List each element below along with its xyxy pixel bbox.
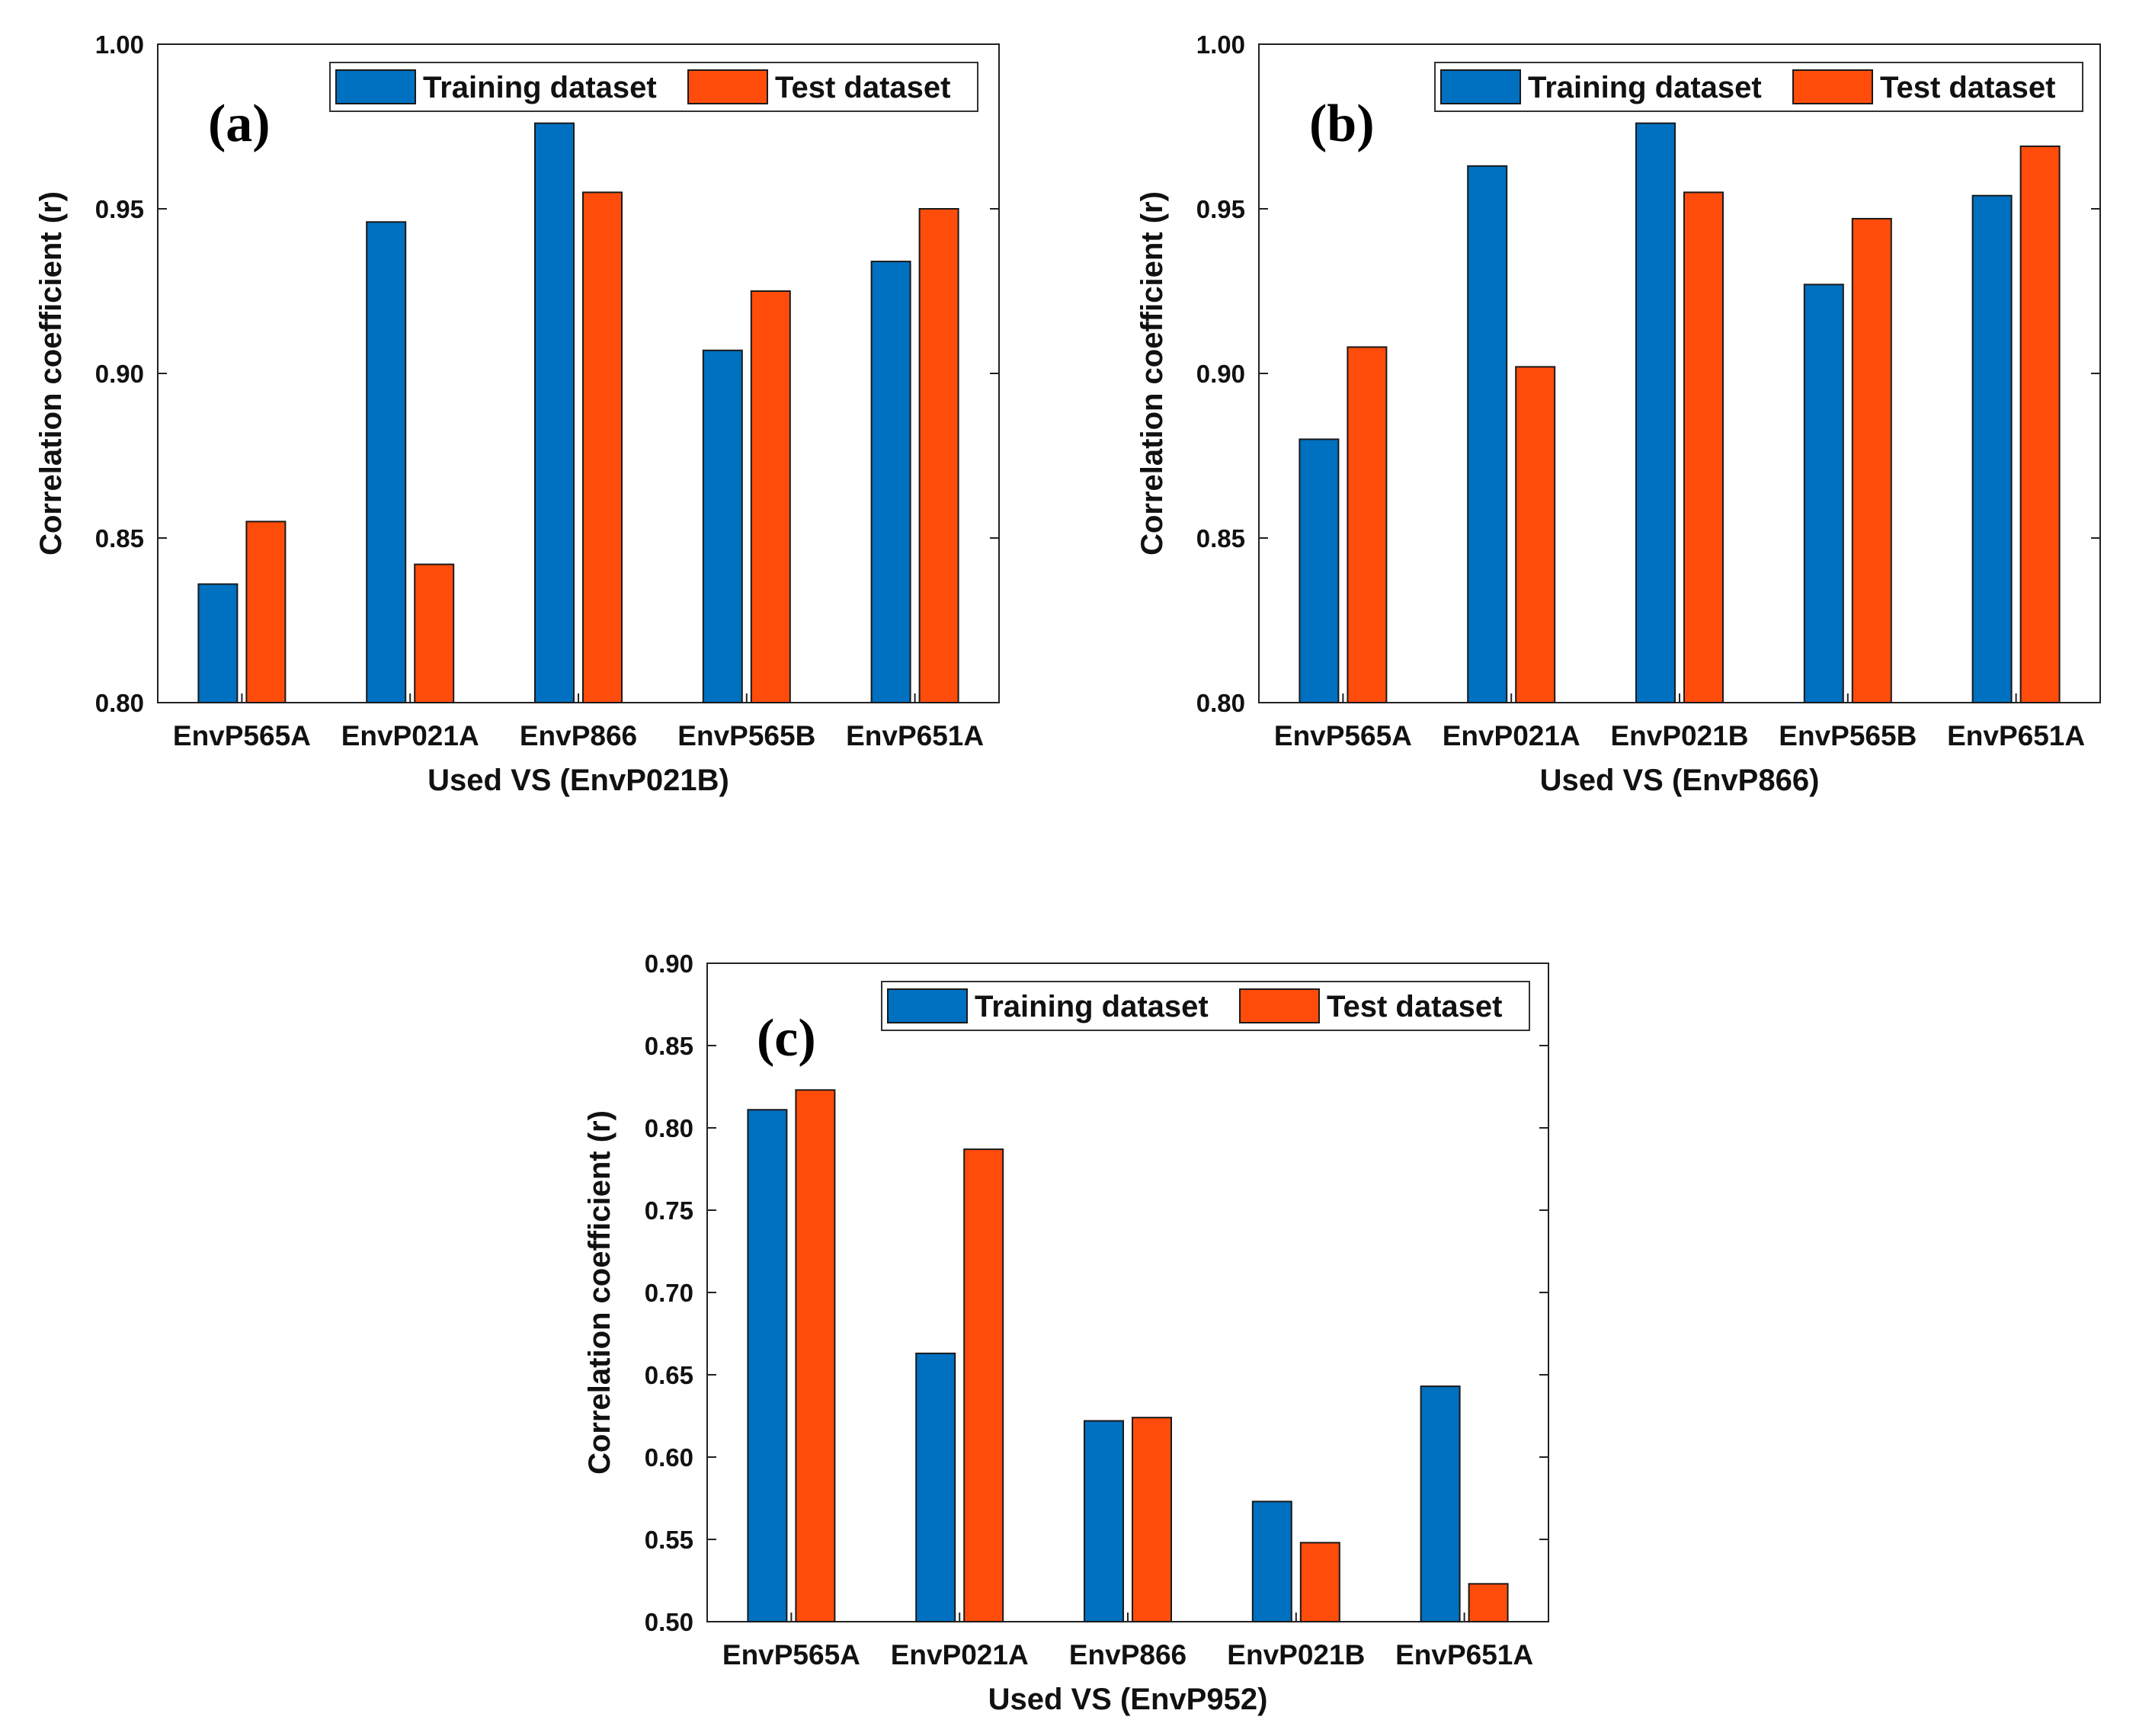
x-axis-title: Used VS (EnvP866) xyxy=(1540,764,1820,797)
panel-label: (c) xyxy=(757,1009,816,1068)
panel-label: (b) xyxy=(1309,94,1375,153)
y-tick-label: 0.75 xyxy=(645,1196,693,1225)
training-bar-envp866 xyxy=(1084,1420,1124,1622)
y-tick-label: 0.95 xyxy=(95,195,144,223)
y-tick-label: 0.80 xyxy=(1196,689,1245,717)
chart-panel-1: 0.80 0.85 0.90 0.95 1.00 EnvP565A EnvP021A EnvP… xyxy=(34,30,1000,797)
training-bar-envp021a xyxy=(366,221,407,703)
test-bar-envp565b xyxy=(1851,217,1892,703)
legend-label-test: Test dataset xyxy=(1327,990,1502,1023)
x-tick-label: EnvP021B xyxy=(1227,1639,1365,1670)
y-tick-label: 1.00 xyxy=(95,30,144,59)
legend-swatch-training xyxy=(887,988,968,1023)
legend-swatch-test xyxy=(687,69,768,104)
test-bar-envp021a xyxy=(1515,366,1556,703)
test-bar-envp021b xyxy=(1299,1542,1340,1622)
training-bar-envp651a xyxy=(1420,1385,1461,1622)
test-bar-envp866 xyxy=(582,191,623,703)
x-tick-label: EnvP021A xyxy=(341,720,479,751)
x-tick-label: EnvP565B xyxy=(677,720,815,751)
y-tick-label: 0.80 xyxy=(95,689,144,717)
legend-label-training: Training dataset xyxy=(1528,71,1762,104)
y-tick-label: 0.80 xyxy=(645,1114,693,1142)
training-bar-envp565a xyxy=(1299,438,1340,704)
training-bar-envp021a xyxy=(915,1352,956,1623)
training-bar-envp565b xyxy=(702,349,743,703)
test-bar-envp565b xyxy=(750,290,791,703)
x-axis-title: Used VS (EnvP952) xyxy=(988,1683,1268,1716)
y-tick-label: 0.85 xyxy=(95,524,144,553)
test-bar-envp565a xyxy=(1347,346,1388,703)
legend-label-test: Test dataset xyxy=(1880,71,2055,104)
x-tick-label: EnvP651A xyxy=(1395,1639,1533,1670)
test-bar-envp021b xyxy=(1683,191,1724,703)
y-tick-label: 0.95 xyxy=(1196,195,1245,223)
x-tick-label: EnvP651A xyxy=(846,720,984,751)
chart-panel-3: 0.50 0.55 0.60 0.65 0.70 0.75 0.80 0.85 0.90 EnvP… xyxy=(583,950,1549,1716)
y-tick-label: 0.50 xyxy=(645,1608,693,1636)
y-tick-label: 1.00 xyxy=(1196,30,1245,59)
x-tick-label: EnvP866 xyxy=(520,720,637,751)
legend-label-test: Test dataset xyxy=(775,71,950,104)
training-bar-envp651a xyxy=(1971,194,2013,704)
test-bar-envp866 xyxy=(1132,1417,1172,1623)
x-tick-label: EnvP021A xyxy=(1443,720,1580,751)
x-tick-label: EnvP021A xyxy=(891,1639,1029,1670)
legend-box xyxy=(329,62,978,112)
training-bar-envp021a xyxy=(1467,165,1508,703)
x-tick-label: EnvP565A xyxy=(722,1639,860,1670)
legend: Training dataset Test dataset xyxy=(1434,62,2083,112)
y-tick-label: 0.65 xyxy=(645,1361,693,1389)
training-bar-envp021b xyxy=(1635,122,1676,703)
test-bar-envp021a xyxy=(414,563,455,703)
test-bar-envp565a xyxy=(795,1089,836,1622)
plot-area xyxy=(157,43,1000,703)
panel-label: (a) xyxy=(208,94,271,153)
y-tick-label: 0.90 xyxy=(95,360,144,388)
legend-label-training: Training dataset xyxy=(423,71,657,104)
legend: Training dataset Test dataset xyxy=(881,981,1530,1031)
legend-box xyxy=(1434,62,2083,112)
legend-swatch-training xyxy=(335,69,416,104)
chart-panel-2: 0.80 0.85 0.90 0.95 1.00 EnvP565A EnvP021A EnvP… xyxy=(1135,30,2101,797)
x-tick-label: EnvP565A xyxy=(173,720,311,751)
x-tick-label: EnvP866 xyxy=(1069,1639,1186,1670)
training-bar-envp866 xyxy=(534,122,575,703)
y-tick-label: 0.90 xyxy=(645,950,693,978)
test-bar-envp565a xyxy=(245,520,287,704)
legend-label-training: Training dataset xyxy=(975,990,1209,1023)
training-bar-envp021b xyxy=(1251,1501,1292,1622)
training-bar-envp565b xyxy=(1803,283,1844,703)
y-tick-label: 0.85 xyxy=(1196,524,1245,553)
test-bar-envp021a xyxy=(963,1148,1004,1622)
plot-area xyxy=(1258,43,2101,703)
y-tick-label: 0.90 xyxy=(1196,360,1245,388)
x-axis-title: Used VS (EnvP021B) xyxy=(428,764,729,797)
legend-swatch-training xyxy=(1440,69,1521,104)
legend-swatch-test xyxy=(1239,988,1320,1023)
y-axis-title: Correlation coefficient (r) xyxy=(34,191,68,556)
legend-swatch-test xyxy=(1792,69,1873,104)
y-tick-label: 0.70 xyxy=(645,1279,693,1307)
training-bar-envp565a xyxy=(197,583,239,703)
training-bar-envp651a xyxy=(870,261,911,703)
test-bar-envp651a xyxy=(2019,145,2061,704)
x-tick-label: EnvP021B xyxy=(1611,720,1749,751)
legend: Training dataset Test dataset xyxy=(329,62,978,112)
legend-box xyxy=(881,981,1530,1031)
y-tick-label: 0.60 xyxy=(645,1443,693,1472)
y-axis-title: Correlation coefficient (r) xyxy=(1135,191,1169,556)
x-tick-label: EnvP565B xyxy=(1779,720,1917,751)
x-tick-label: EnvP651A xyxy=(1947,720,2085,751)
y-tick-label: 0.85 xyxy=(645,1032,693,1060)
training-bar-envp565a xyxy=(747,1109,788,1622)
y-tick-label: 0.55 xyxy=(645,1526,693,1554)
plot-area xyxy=(706,962,1549,1622)
y-axis-title: Correlation coefficient (r) xyxy=(583,1110,616,1475)
x-tick-label: EnvP565A xyxy=(1274,720,1412,751)
test-bar-envp651a xyxy=(918,208,959,703)
test-bar-envp651a xyxy=(1468,1583,1509,1623)
